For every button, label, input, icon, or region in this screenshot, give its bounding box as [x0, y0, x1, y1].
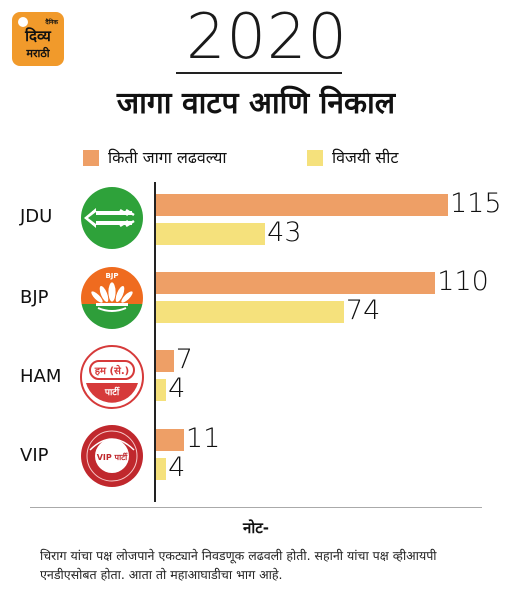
- bar-vip-wins: [156, 458, 167, 480]
- ham-emblem-bottom-text: पार्टी: [104, 386, 120, 398]
- year-heading: 2020: [186, 0, 348, 73]
- bar-jdu-wins: [156, 223, 266, 245]
- logo-sub-text: मराठी: [26, 47, 50, 60]
- divya-marathi-logo: दैनिक दिव्य मराठी: [12, 12, 64, 66]
- note-text: चिराग यांचा पक्ष लोजपाने एकट्याने निवडणू…: [40, 548, 437, 582]
- legend: किती जागा लढवल्या विजयी सीट: [0, 146, 512, 170]
- category-label-bjp: BJP: [20, 287, 49, 308]
- value-label-vip-wins: 4: [168, 452, 186, 483]
- bjp-emblem-text: BJP: [105, 272, 118, 280]
- note-separator: [30, 507, 482, 508]
- legend-swatch-wins: [307, 150, 323, 166]
- value-label-vip-seats: 11: [185, 423, 221, 454]
- category-label-vip: VIP: [20, 445, 49, 466]
- chart-axis-line: [154, 182, 156, 502]
- value-label-jdu-seats: 115: [450, 188, 502, 219]
- legend-swatch-seats: [83, 150, 99, 166]
- category-label-jdu: JDU: [20, 206, 53, 227]
- chart-title: जागा वाटप आणि निकाल: [116, 86, 396, 121]
- vip-emblem-text: VIP पार्टी: [97, 452, 128, 462]
- vip-emblem-icon: VIP पार्टी: [81, 425, 143, 487]
- legend-label-seats: किती जागा लढवल्या: [108, 148, 227, 167]
- bar-vip-seats: [156, 429, 184, 451]
- bar-ham-wins: [156, 379, 167, 401]
- bar-bjp-seats: [156, 272, 436, 294]
- note-title: नोट-: [243, 519, 269, 537]
- value-label-bjp-wins: 74: [345, 295, 381, 326]
- year-underline: [176, 72, 342, 74]
- logo-main-text: दिव्य: [25, 27, 51, 45]
- bar-jdu-seats: [156, 194, 448, 216]
- bar-ham-seats: [156, 350, 174, 372]
- value-label-ham-wins: 4: [168, 373, 186, 404]
- legend-label-wins: विजयी सीट: [332, 148, 399, 167]
- logo-small-text: दैनिक: [45, 19, 58, 26]
- ham-emblem-icon: हम (से.) पार्टी: [80, 345, 144, 409]
- category-label-ham: HAM: [20, 366, 62, 387]
- value-label-jdu-wins: 43: [267, 217, 302, 248]
- sun-icon: [18, 17, 28, 27]
- jdu-arrow-icon: [81, 187, 143, 249]
- bjp-lotus-icon: BJP: [81, 267, 143, 329]
- ham-emblem-top-text: हम (से.): [94, 364, 129, 377]
- value-label-ham-seats: 7: [175, 344, 193, 375]
- bar-bjp-wins: [156, 301, 344, 323]
- value-label-bjp-seats: 110: [437, 266, 489, 297]
